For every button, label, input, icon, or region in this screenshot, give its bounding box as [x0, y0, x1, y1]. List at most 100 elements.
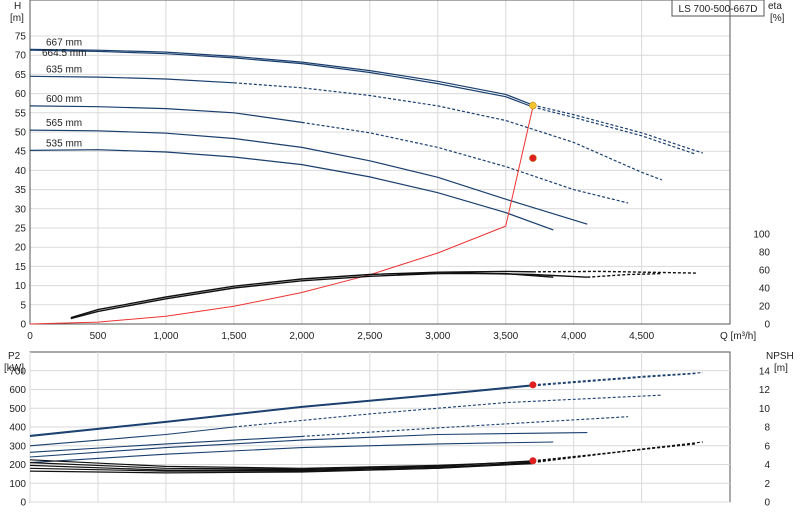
npsh-tick-label: 2 [764, 479, 770, 490]
power-curve-solid [29, 435, 302, 453]
npsh-tick-label: 4 [764, 460, 770, 471]
impeller-diameter-label: 535 mm [46, 138, 82, 149]
head-curve-solid [29, 75, 234, 84]
p2-tick-label: 200 [9, 460, 26, 471]
npsh-curve-solid [29, 462, 533, 474]
duty-point-marker [529, 154, 537, 162]
head-curve-solid [29, 149, 554, 231]
head-curve-solid [29, 105, 302, 123]
efficiency-curve-solid [70, 272, 554, 320]
upper-left-axis-title: H [14, 1, 21, 12]
duty-point-marker [529, 381, 537, 389]
model-label: LS 700-500-667D [679, 4, 758, 15]
power-curve-solid [29, 426, 234, 447]
p2-tick-label: 400 [9, 423, 26, 434]
power-curve-solid [29, 385, 533, 437]
npsh-tick-label: 8 [764, 423, 770, 434]
upper-right-axis-unit: [%] [770, 13, 785, 24]
efficiency-curve-dashed [532, 270, 697, 274]
impeller-diameter-label: 635 mm [46, 64, 82, 75]
x-tick-label: 3,500 [493, 331, 518, 342]
lower-series [29, 372, 703, 474]
head-curve-solid [29, 129, 588, 225]
npsh-curve-dashed [532, 441, 703, 462]
duty-point-marker [529, 101, 537, 110]
eta-tick-label: 0 [764, 320, 770, 331]
x-tick-label: 4,500 [629, 331, 654, 342]
lower-axes: 0 100 200 300 400 500 600 700 0 2 4 6 8 10 12 14 [9, 366, 770, 508]
h-tick-label: 25 [15, 224, 27, 235]
power-curve-dashed [532, 373, 697, 387]
h-tick-label: 5 [20, 300, 26, 311]
efficiency-curve-solid [70, 270, 533, 319]
impeller-diameter-label: 565 mm [46, 118, 82, 129]
lower-grid [29, 352, 730, 503]
efficiency-curve-solid [396, 272, 588, 278]
h-tick-label: 0 [20, 320, 26, 331]
npsh-curve-dashed [532, 446, 663, 464]
p2-tick-label: 300 [9, 441, 26, 452]
head-curve-dashed [233, 82, 663, 181]
npsh-tick-label: 12 [759, 385, 771, 396]
p2-tick-label: 700 [9, 366, 26, 377]
power-curve-solid [29, 384, 533, 436]
npsh-tick-label: 14 [759, 366, 771, 377]
h-tick-label: 20 [15, 243, 27, 254]
head-curve-dashed [532, 104, 703, 154]
model-label-box [671, 0, 765, 17]
eta-tick-label: 20 [759, 302, 771, 313]
x-tick-label: 1,000 [153, 331, 178, 342]
npsh-tick-label: 10 [759, 404, 771, 415]
h-tick-label: 10 [15, 281, 27, 292]
h-tick-label: 65 [15, 70, 27, 81]
h-tick-label: 15 [15, 262, 27, 273]
head-curve-solid [29, 49, 534, 108]
npsh-curve-solid [29, 462, 533, 471]
npsh-curve-solid [29, 459, 533, 469]
power-curve-solid [29, 432, 588, 458]
upper-plot-frame [29, 0, 731, 325]
x-tick-label: 4,000 [561, 331, 586, 342]
h-tick-label: 40 [15, 166, 27, 177]
impeller-diameter-label: 667 mm [46, 37, 82, 48]
h-tick-label: 75 [15, 32, 27, 43]
eta-tick-label: 60 [759, 266, 771, 277]
p2-tick-label: 600 [9, 385, 26, 396]
x-tick-label: 0 [27, 331, 33, 342]
eta-tick-label: 40 [759, 284, 771, 295]
lower-right-axis-title: NPSH [766, 351, 794, 362]
eta-tick-label: 100 [753, 230, 770, 241]
x-tick-label: 500 [90, 331, 107, 342]
x-tick-label: 2,000 [289, 331, 314, 342]
efficiency-curve-dashed [587, 272, 663, 278]
impeller-diameter-label: 664.5 mm [42, 48, 86, 59]
upper-left-axis-unit: [m] [10, 13, 24, 24]
x-tick-label: 3,000 [425, 331, 450, 342]
eta-tick-label: 80 [759, 248, 771, 259]
h-tick-label: 50 [15, 128, 27, 139]
head-curve-dashed [301, 121, 629, 204]
h-tick-label: 60 [15, 89, 27, 100]
h-tick-label: 30 [15, 204, 27, 215]
duty-point-marker [529, 457, 537, 465]
x-axis-label: Q [m³/h] [720, 331, 756, 342]
power-curve-dashed [301, 416, 629, 437]
p2-tick-label: 0 [20, 498, 26, 509]
x-tick-label: 2,500 [357, 331, 382, 342]
npsh-tick-label: 6 [764, 441, 770, 452]
p2-tick-label: 100 [9, 479, 26, 490]
lower-left-axis-unit: [kW] [4, 363, 24, 374]
impeller-diameter-label: 600 mm [46, 94, 82, 105]
h-tick-label: 35 [15, 185, 27, 196]
power-curve-dashed [233, 394, 663, 428]
power-curve-dashed [532, 372, 703, 386]
lower-left-axis-title: P2 [8, 351, 21, 362]
h-tick-label: 55 [15, 108, 27, 119]
head-curve-dashed [532, 106, 697, 155]
upper-right-axis-title: eta [768, 1, 782, 12]
h-tick-label: 45 [15, 147, 27, 158]
power-curve-solid [29, 441, 554, 464]
system-curve [29, 106, 534, 325]
